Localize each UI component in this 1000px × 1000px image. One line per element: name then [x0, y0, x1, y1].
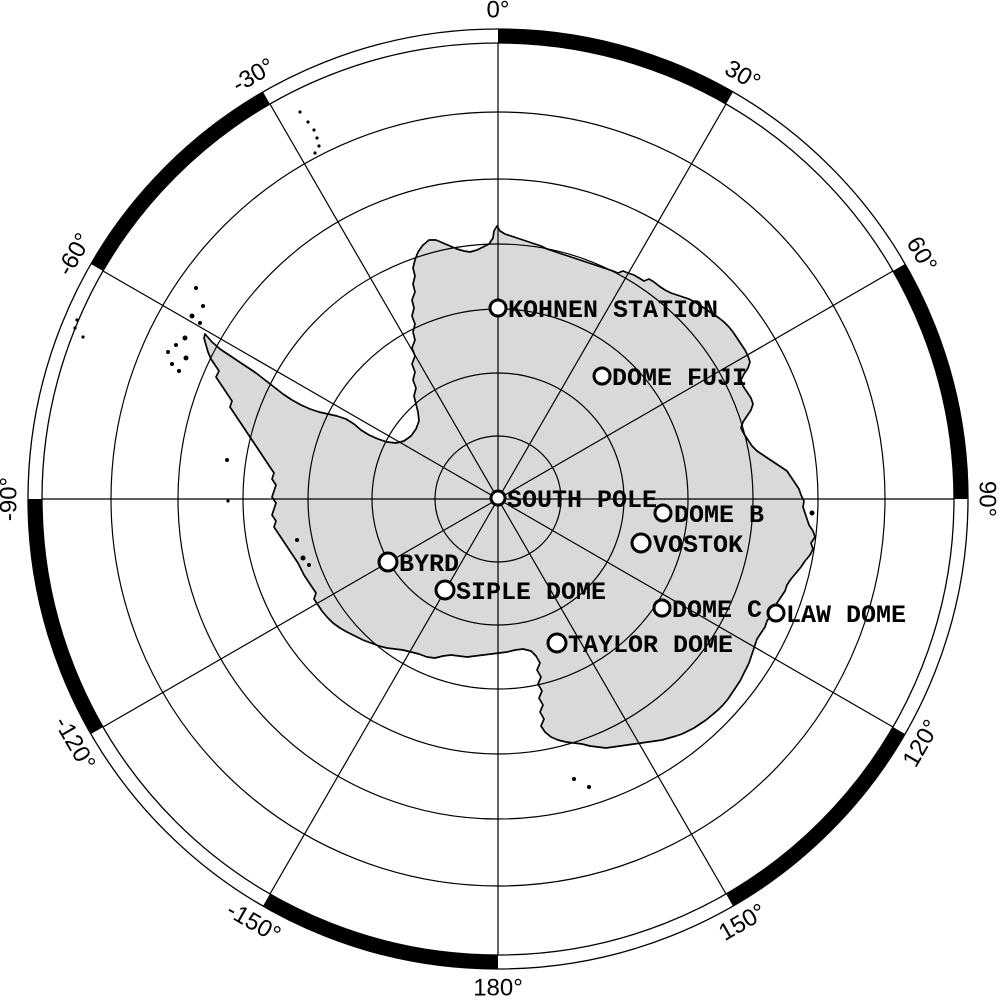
- island-dot: [298, 110, 302, 114]
- boundary-black-arc: [90, 91, 271, 272]
- island-dot: [170, 362, 174, 366]
- station-label-law-dome: LAW DOME: [786, 601, 906, 630]
- island-dot: [225, 458, 229, 462]
- station-label-dome-b: DOME B: [674, 501, 764, 530]
- station-label-siple-dome: SIPLE DOME: [456, 578, 606, 607]
- island-dot: [182, 335, 188, 341]
- station-marker-vostok: [630, 532, 652, 554]
- island-dot: [201, 304, 205, 308]
- island-dot: [315, 136, 319, 140]
- island-dot: [166, 350, 170, 354]
- station-marker-dome-fuji: [592, 366, 612, 386]
- island-dot: [306, 120, 310, 124]
- station-marker-byrd: [377, 551, 399, 573]
- island-dot: [194, 286, 198, 290]
- longitude-label-180: 180°: [473, 975, 523, 1000]
- island-dot: [295, 538, 299, 542]
- station-label-byrd: BYRD: [399, 550, 459, 579]
- island-dot: [226, 499, 230, 503]
- station-label-dome-fuji: DOME FUJI: [612, 364, 747, 393]
- island-dot: [572, 777, 576, 781]
- island-dot: [177, 369, 181, 373]
- station-marker-south-pole: [489, 489, 507, 507]
- station-marker-siple-dome: [434, 579, 456, 601]
- island-dot: [313, 151, 317, 155]
- boundary-black-arc: [28, 498, 104, 734]
- island-dot: [809, 510, 815, 516]
- station-marker-kohnen-station: [488, 298, 508, 318]
- island-dot: [198, 321, 202, 325]
- station-label-kohnen-station: KOHNEN STATION: [508, 296, 718, 325]
- island-dot: [189, 313, 195, 319]
- island-dot: [317, 144, 321, 148]
- boundary-black-arc: [892, 264, 968, 500]
- island-dot: [587, 785, 591, 789]
- island-dot: [300, 555, 306, 561]
- island-dot: [174, 343, 178, 347]
- station-marker-dome-b: [653, 503, 673, 523]
- island-dot: [307, 563, 311, 567]
- island-dot: [312, 128, 316, 132]
- longitude-label-0: 0°: [487, 0, 510, 24]
- station-label-dome-c: DOME C: [672, 596, 762, 625]
- longitude-label-minus90: -90°: [0, 477, 23, 521]
- station-marker-taylor-dome: [546, 632, 568, 654]
- station-label-south-pole: SOUTH POLE: [507, 486, 657, 515]
- boundary-black-arc: [263, 893, 499, 969]
- station-marker-law-dome: [766, 603, 786, 623]
- station-label-taylor-dome: TAYLOR DOME: [568, 631, 733, 660]
- station-label-vostok: VOSTOK: [653, 531, 743, 560]
- boundary-black-arc: [497, 29, 733, 105]
- boundary-black-arc: [725, 726, 906, 907]
- station-marker-dome-c: [652, 598, 672, 618]
- longitude-label-90: 90°: [974, 481, 1000, 517]
- island-dot: [81, 335, 85, 339]
- island-dot: [183, 355, 189, 361]
